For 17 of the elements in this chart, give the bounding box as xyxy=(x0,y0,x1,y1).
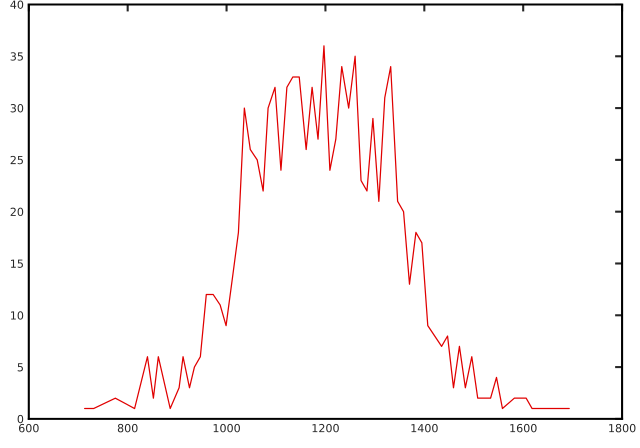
y-tick-label: 10 xyxy=(11,311,24,320)
y-tick-label: 40 xyxy=(10,0,24,9)
x-tick-label: 800 xyxy=(118,424,138,432)
x-tick-label: 600 xyxy=(18,424,39,432)
y-tick-label: 15 xyxy=(11,260,23,268)
x-tick-label: 1400 xyxy=(411,424,438,432)
y-tick-label: 35 xyxy=(10,52,23,61)
x-tick-label: 1600 xyxy=(510,424,537,432)
x-tick-label: 1000 xyxy=(214,424,240,432)
x-tick-label: 1800 xyxy=(609,424,636,432)
y-tick-label: 0 xyxy=(18,414,24,424)
line-series xyxy=(84,45,570,410)
y-tick-label: 25 xyxy=(10,156,23,164)
y-tick-label: 30 xyxy=(10,104,24,112)
y-tick-label: 5 xyxy=(18,363,23,372)
y-tick-label: 20 xyxy=(10,208,24,216)
x-tick-label: 1200 xyxy=(312,424,339,432)
